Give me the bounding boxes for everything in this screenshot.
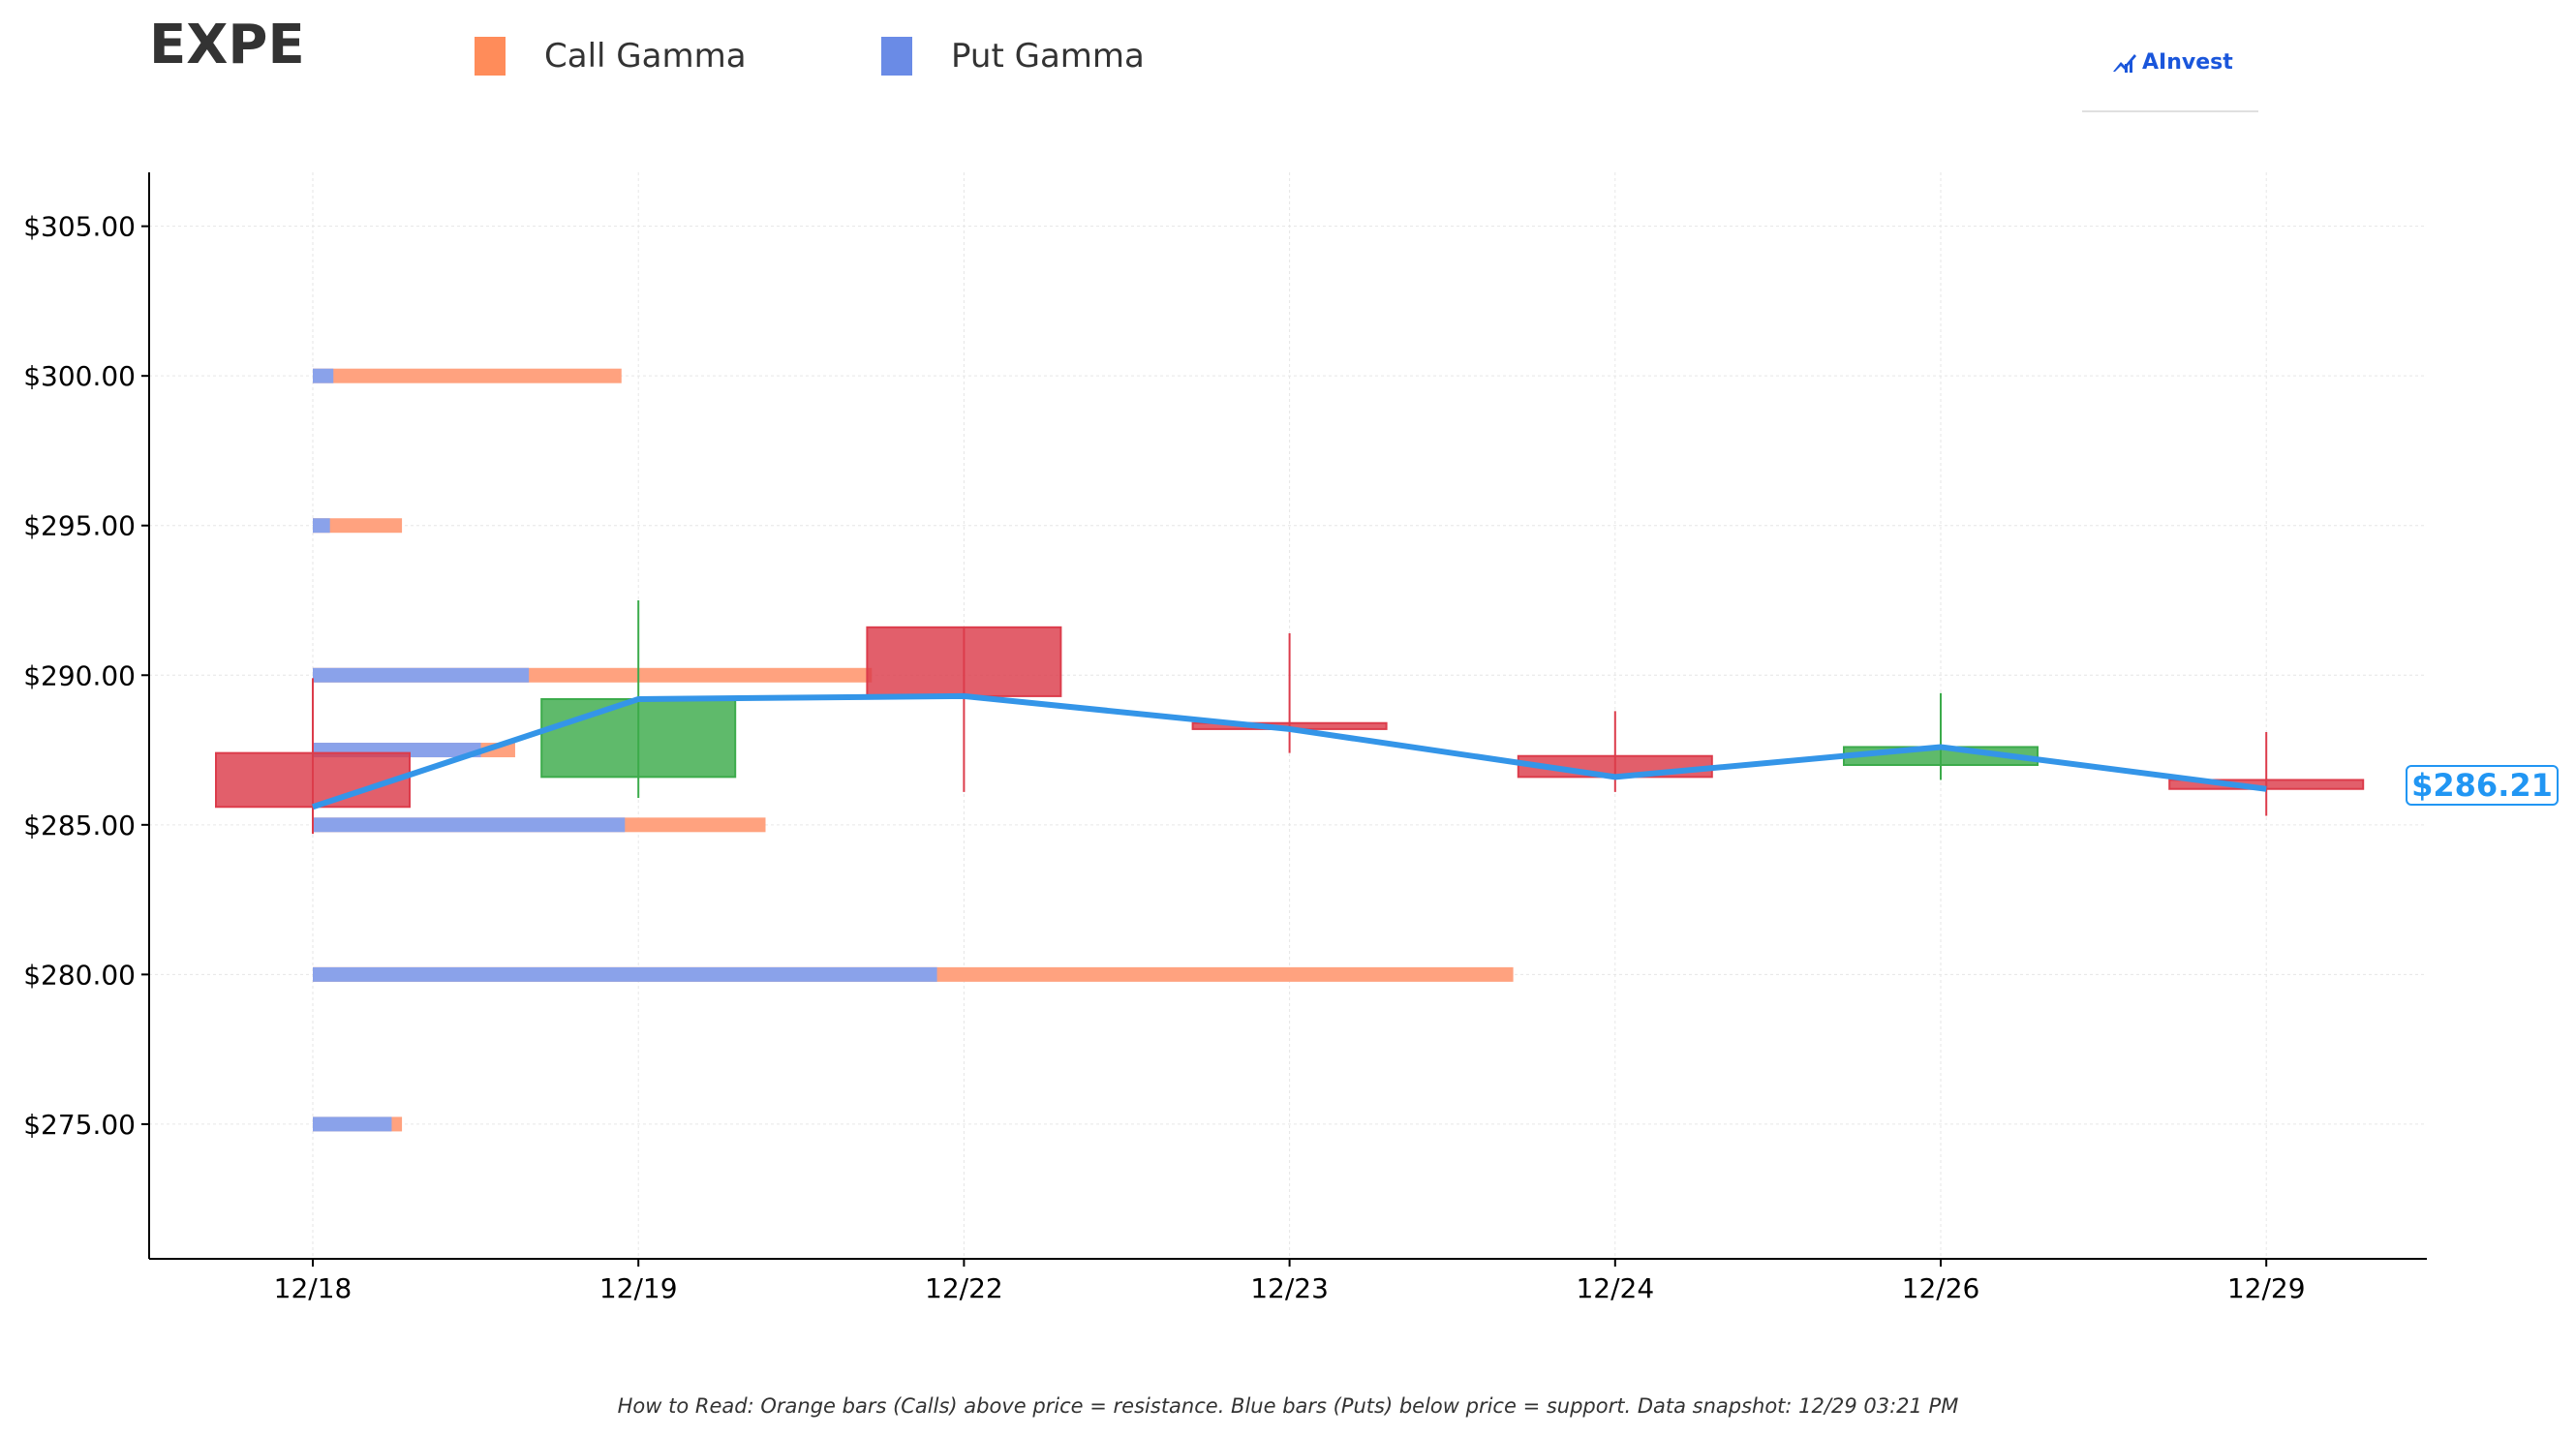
logo-text: AInvest: [2142, 50, 2233, 75]
call-gamma-bar: [313, 518, 403, 534]
y-tick-label: $275.00: [23, 1109, 136, 1141]
x-tick-label: 12/19: [599, 1272, 678, 1304]
put-gamma-bar: [313, 966, 937, 982]
logo-divider: [2082, 110, 2258, 112]
ainvest-logo: AInvest: [2111, 50, 2233, 75]
y-tick-label: $305.00: [23, 211, 136, 243]
candle-body: [540, 698, 737, 779]
call-gamma-bar: [313, 368, 622, 383]
x-tick-label: 12/22: [925, 1272, 1003, 1304]
y-tick-label: $290.00: [23, 659, 136, 691]
y-tick-label: $285.00: [23, 810, 136, 841]
candle-body: [215, 751, 411, 809]
y-tick-label: $295.00: [23, 510, 136, 542]
put-gamma-bar: [313, 368, 334, 383]
put-gamma-bar: [313, 518, 330, 534]
logo-chart-icon: [2113, 53, 2136, 73]
x-tick-label: 12/18: [274, 1272, 353, 1304]
legend-call-gamma: Call Gamma: [475, 37, 747, 76]
y-tick-label: $280.00: [23, 959, 136, 991]
legend-call-label: Call Gamma: [544, 37, 747, 76]
x-tick-label: 12/29: [2227, 1272, 2306, 1304]
call-gamma-swatch-icon: [475, 37, 506, 76]
put-gamma-swatch-icon: [881, 37, 912, 76]
put-gamma-bar: [313, 667, 530, 683]
legend-put-label: Put Gamma: [951, 37, 1145, 76]
candle-body: [866, 626, 1062, 697]
ticker-title: EXPE: [149, 14, 305, 76]
x-tick-label: 12/23: [1250, 1272, 1329, 1304]
y-tick-label: $300.00: [23, 360, 136, 392]
x-tick-label: 12/24: [1576, 1272, 1654, 1304]
footer-note: How to Read: Orange bars (Calls) above p…: [617, 1394, 1959, 1418]
x-tick-label: 12/26: [1902, 1272, 1980, 1304]
current-price-tag: $286.21: [2406, 765, 2559, 806]
put-gamma-bar: [313, 817, 626, 833]
put-gamma-bar: [313, 1116, 392, 1132]
legend-put-gamma: Put Gamma: [881, 37, 1145, 76]
close-price-line: [312, 692, 2267, 810]
